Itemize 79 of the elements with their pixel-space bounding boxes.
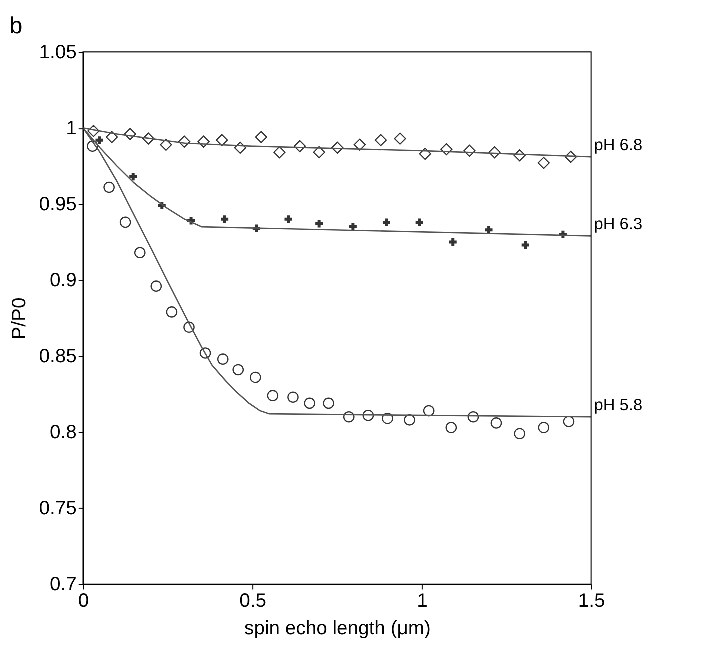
point bbox=[120, 216, 132, 228]
point bbox=[221, 216, 229, 224]
point bbox=[274, 146, 286, 159]
point bbox=[394, 132, 406, 145]
point bbox=[313, 146, 326, 159]
point bbox=[134, 247, 146, 259]
point bbox=[490, 418, 502, 429]
point bbox=[304, 398, 316, 410]
point bbox=[538, 157, 550, 170]
point bbox=[449, 238, 457, 246]
point bbox=[198, 136, 210, 148]
point bbox=[104, 182, 115, 194]
chart-title: b bbox=[10, 12, 23, 39]
series-label: pH 6.3 bbox=[594, 215, 643, 234]
series-label: pH 6.8 bbox=[594, 136, 643, 154]
point bbox=[217, 354, 229, 365]
point bbox=[88, 125, 100, 138]
point bbox=[349, 223, 357, 231]
x-tick-label: 1 bbox=[417, 590, 428, 612]
point bbox=[522, 242, 530, 250]
point bbox=[464, 144, 476, 158]
y-tick-label: 0.95 bbox=[39, 194, 77, 216]
series-label: pH 5.8 bbox=[594, 396, 643, 414]
x-tick-label: 0.5 bbox=[240, 590, 267, 612]
point bbox=[160, 138, 172, 151]
point bbox=[284, 216, 292, 224]
point bbox=[382, 218, 390, 226]
point bbox=[124, 128, 136, 140]
y-tick-label: 0.75 bbox=[39, 498, 77, 520]
point bbox=[200, 348, 212, 359]
point bbox=[255, 131, 268, 144]
point bbox=[374, 134, 388, 146]
point bbox=[419, 148, 432, 160]
point bbox=[106, 131, 118, 144]
point bbox=[343, 411, 355, 423]
point bbox=[564, 150, 578, 164]
point bbox=[332, 142, 344, 154]
x-tick-label: 1.5 bbox=[578, 590, 606, 612]
point bbox=[232, 364, 244, 376]
point bbox=[362, 410, 374, 422]
point bbox=[216, 134, 228, 146]
point bbox=[563, 416, 575, 428]
point bbox=[184, 322, 195, 334]
point bbox=[130, 173, 138, 181]
point bbox=[538, 422, 550, 434]
point bbox=[404, 414, 416, 426]
point bbox=[440, 143, 453, 156]
point bbox=[267, 390, 279, 402]
point bbox=[288, 392, 299, 403]
y-axis-title: P/P0 bbox=[8, 298, 31, 340]
point bbox=[96, 136, 104, 144]
point bbox=[514, 149, 526, 162]
point bbox=[166, 306, 178, 318]
point bbox=[446, 422, 458, 434]
point bbox=[294, 140, 306, 153]
x-tick-label: 0 bbox=[78, 590, 90, 612]
point bbox=[150, 280, 162, 292]
point bbox=[514, 428, 526, 440]
y-tick-label: 1.05 bbox=[39, 41, 77, 64]
x-axis-title: spin echo length (μm) bbox=[244, 617, 431, 640]
point bbox=[250, 372, 262, 384]
point bbox=[468, 411, 480, 423]
point bbox=[485, 226, 493, 234]
point bbox=[416, 218, 424, 226]
y-tick-label: 1 bbox=[66, 117, 77, 140]
point bbox=[234, 142, 246, 154]
y-tick-label: 0.9 bbox=[50, 270, 77, 292]
y-tick-label: 0.7 bbox=[50, 574, 77, 596]
y-tick-label: 0.8 bbox=[50, 422, 77, 444]
y-tick-label: 0.85 bbox=[39, 346, 77, 368]
point bbox=[178, 136, 191, 148]
point bbox=[323, 398, 334, 410]
point bbox=[142, 132, 155, 145]
point bbox=[87, 140, 98, 152]
point bbox=[423, 405, 435, 417]
point bbox=[488, 146, 501, 159]
point bbox=[354, 138, 366, 151]
point bbox=[316, 220, 324, 228]
point bbox=[382, 413, 394, 424]
